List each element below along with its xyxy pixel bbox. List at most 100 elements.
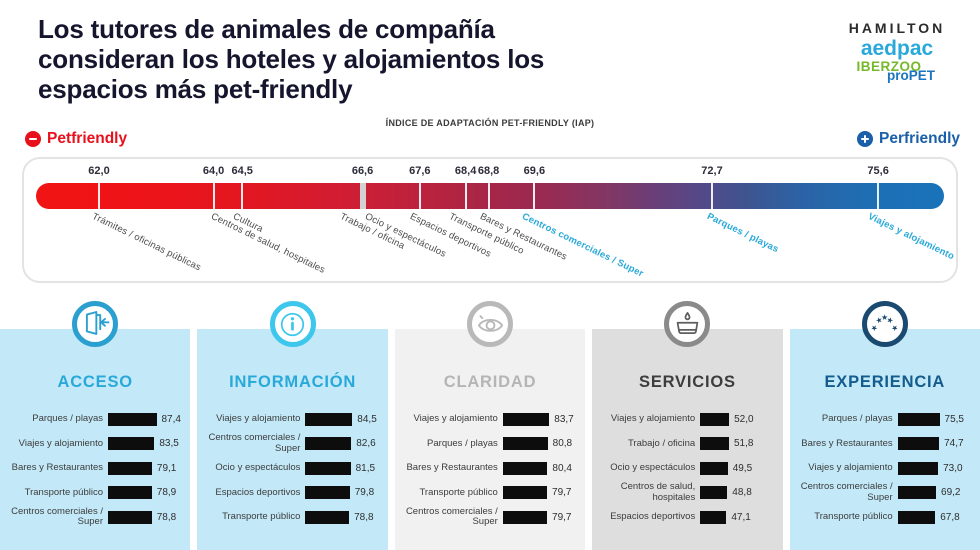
svg-text:★: ★	[881, 313, 888, 322]
section-title-servicios: SERVICIOS	[639, 373, 736, 391]
bar-row-label: Bares y Restaurantes	[801, 437, 893, 449]
scale-category-label: Viajes y alojamiento	[866, 211, 957, 263]
petfriendly-end-label: Petfriendly	[25, 130, 127, 148]
bar-row-label: Transporte público	[419, 486, 498, 498]
bar-row-label: Viajes y alojamiento	[216, 413, 301, 425]
bar-row-label: Centros comerciales / Super	[800, 481, 893, 503]
door-exit-icon	[72, 301, 119, 347]
bar-row-label: Bares y Restaurantes	[406, 462, 498, 474]
scale-divider	[241, 183, 244, 209]
bar-row-label: Viajes y alojamiento	[610, 413, 696, 425]
bar-row: Bares y Restaurantes 80,4	[395, 456, 585, 481]
bar-row-label: Transporte público	[814, 511, 893, 523]
scale-tick-value: 75,6	[867, 165, 889, 177]
bar-value: 74,7	[944, 438, 964, 450]
section-title-informacion: INFORMACIÓN	[229, 373, 357, 391]
bar-value: 83,5	[159, 438, 179, 450]
bar-row: Centros comerciales / Super 69,2	[790, 481, 980, 506]
bar-rows: Viajes y alojamiento 84,5 Centros comercia…	[197, 407, 387, 530]
bar-value: 67,8	[940, 511, 960, 523]
bar-row: Transporte público 67,8	[790, 505, 980, 530]
bar-row-label: Parques / playas	[427, 437, 498, 449]
scale-divider	[359, 183, 366, 209]
bar	[502, 437, 548, 451]
bar-row-label: Viajes y alojamiento	[18, 437, 103, 449]
iap-gradient-bar	[36, 183, 944, 209]
scale-tick-value: 69,6	[523, 165, 546, 177]
bar-value: 49,5	[732, 462, 753, 474]
svg-text:★: ★	[875, 314, 885, 325]
section-title-experiencia: EXPERIENCIA	[824, 373, 946, 391]
section-body-informacion: INFORMACIÓN Viajes y alojamiento 84,5 Centr…	[197, 329, 388, 550]
bar	[502, 412, 550, 426]
eye-icon	[467, 301, 514, 347]
scale-ticks: 62,0 64,0 64,5 66,6 67,6 68,4 68,8 69,6 72,7 75,6	[36, 165, 944, 180]
bar-row-label: Centros comerciales / Super	[208, 432, 301, 454]
bar-row: Transporte público 78,9	[0, 481, 190, 506]
bar	[897, 437, 940, 451]
bar-row: Espacios deportivos 47,1	[592, 505, 782, 530]
bar	[897, 412, 940, 426]
stars-icon: ★ ★ ★ ★ ★	[861, 301, 908, 347]
scale-tick-value: 64,5	[231, 165, 253, 177]
bar	[700, 510, 727, 524]
bar-value: 51,8	[733, 438, 754, 450]
bar-rows: Viajes y alojamiento 52,0 Trabajo / oficin…	[592, 407, 782, 530]
section-body-acceso: ACCESO Parques / playas 87,4 Viajes y aloja…	[0, 329, 191, 550]
bar-value: 79,7	[552, 487, 572, 499]
brand-logos: HAMILTON aedpac IBERZOO proPET	[832, 20, 962, 82]
scale-tick-value: 72,7	[701, 165, 723, 177]
page-title-line-3: espacios más pet-friendly	[38, 74, 353, 105]
iap-scale-title: ÍNDICE DE ADAPTACIÓN PET-FRIENDLY (IAP)	[385, 118, 595, 128]
bar-rows: Viajes y alojamiento 83,7 Parques / playas…	[395, 407, 585, 530]
bar-value: 78,8	[156, 511, 177, 523]
bar	[305, 461, 351, 475]
bar	[305, 510, 350, 524]
bar-row-label: Bares y Restaurantes	[11, 462, 103, 474]
scale-tick-value: 68,4	[454, 165, 477, 177]
bar-row: Viajes y alojamiento 83,5	[0, 432, 190, 457]
bar-row-label: Ocio y espectáculos	[215, 462, 301, 474]
iap-scale-card: 62,0 64,0 64,5 66,6 67,6 68,4 68,8 69,6 72,7 75,6…	[22, 157, 958, 283]
sections: ACCESO Parques / playas 87,4 Viajes y aloja…	[0, 301, 980, 550]
page-title: Los tutores de animales de compañía cons…	[38, 14, 544, 104]
bar	[897, 510, 936, 524]
bar-rows: Parques / playas 75,5 Bares y Restaurantes…	[790, 407, 980, 530]
bar-row-label: Viajes y alojamiento	[808, 462, 893, 474]
bar	[700, 437, 729, 451]
section-servicios: SERVICIOS Viajes y alojamiento 52,0 Trabajo…	[592, 301, 783, 550]
scale-category-label: Centros de salud, hospitales	[208, 211, 327, 276]
bar-row-label: Transporte público	[222, 511, 301, 523]
scale-category-label: Trámites / oficinas públicas	[90, 211, 203, 274]
bar-row-label: Centros comerciales / Super	[11, 505, 103, 528]
page-title-line-2: consideran los hoteles y alojamientos lo…	[38, 44, 545, 75]
scale-tick-value: 67,6	[409, 165, 431, 177]
page-title-line-1: Los tutores de animales de compañía	[38, 14, 495, 44]
svg-text:★: ★	[885, 314, 895, 325]
scale-category-label: Parques / playas	[705, 211, 781, 256]
bar-value: 52,0	[734, 413, 754, 425]
bar-row: Viajes y alojamiento 52,0	[592, 407, 782, 432]
scale-divider	[877, 183, 880, 209]
bar-row: Bares y Restaurantes 74,7	[790, 432, 980, 457]
bar-row-label: Transporte público	[24, 486, 103, 498]
bar-row: Ocio y espectáculos 49,5	[592, 456, 782, 481]
section-body-servicios: SERVICIOS Viajes y alojamiento 52,0 Trabajo…	[592, 329, 783, 550]
svg-text:★: ★	[890, 322, 901, 333]
section-claridad: CLARIDAD Viajes y alojamiento 83,7 Parques …	[394, 301, 586, 550]
scale-divider	[533, 183, 536, 209]
bar-row-label: Centros comerciales / Super	[405, 505, 498, 528]
bar-row-label: Viajes y alojamiento	[413, 413, 498, 425]
iberzoo-propet-logo: IBERZOO proPET	[832, 60, 962, 83]
bar-row: Parques / playas 87,4	[0, 407, 190, 432]
scale-tick-value: 62,0	[88, 165, 110, 177]
bar-value: 80,4	[552, 462, 572, 474]
bar-row: Ocio y espectáculos 81,5	[197, 456, 387, 481]
bar-row: Centros comerciales / Super 79,7	[395, 505, 585, 530]
bar	[700, 461, 728, 475]
section-informacion: INFORMACIÓN Viajes y alojamiento 84,5 Centr…	[197, 301, 388, 550]
section-title-claridad: CLARIDAD	[443, 373, 537, 391]
aedpac-logo: aedpac	[860, 37, 934, 60]
bar-value: 73,0	[943, 462, 963, 474]
